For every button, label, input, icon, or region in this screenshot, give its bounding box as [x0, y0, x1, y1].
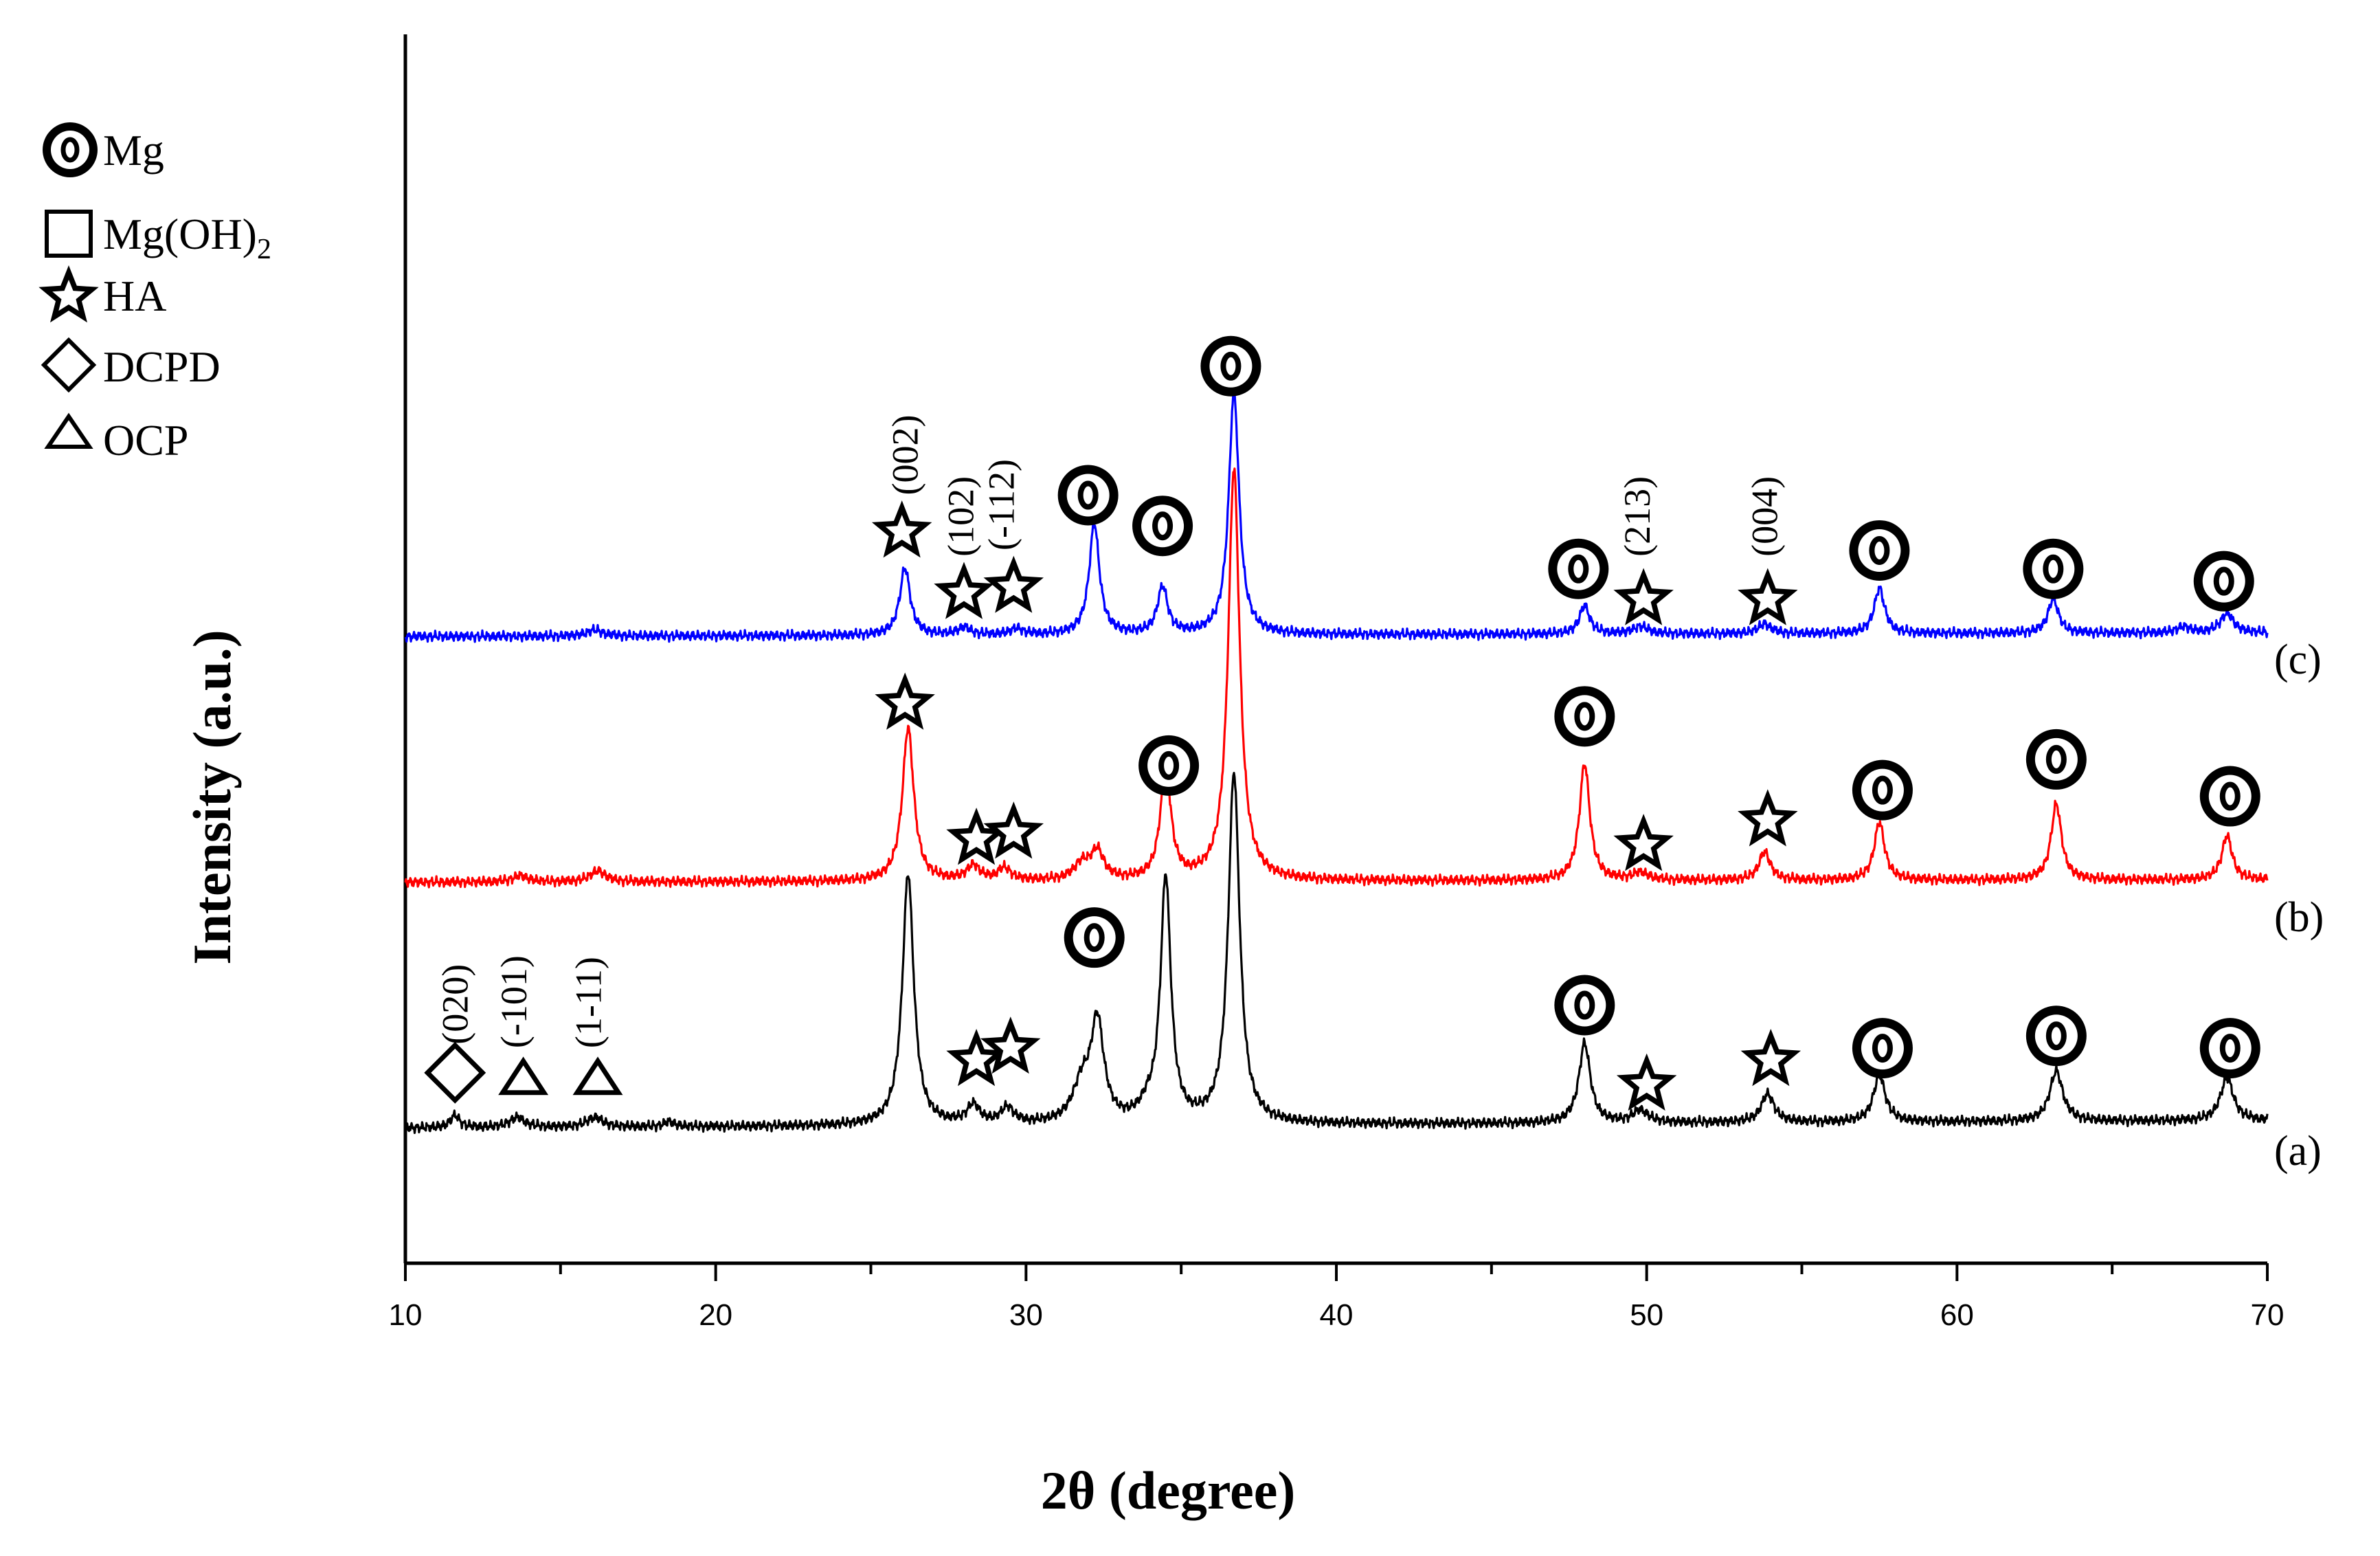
legend-entry-ha: HA	[38, 265, 166, 323]
legend-entry-dcpd: DCPD	[41, 337, 221, 393]
phase-marker-triangle-icon	[572, 1056, 623, 1096]
miller-index-label: (002)	[884, 415, 925, 496]
miller-index-label: (020)	[434, 964, 475, 1045]
phase-marker-star-icon	[1616, 1053, 1677, 1111]
legend-square-marker-icon	[45, 210, 93, 258]
phase-marker-mg-icon	[1852, 1018, 1913, 1079]
x-tick-label: 30	[1009, 1298, 1043, 1332]
series-line-c	[404, 387, 2269, 643]
legend-mg-marker-icon	[43, 122, 98, 177]
legend: Mg Mg(OH)2 HA DCPD OCP	[38, 122, 271, 465]
series-line-b	[404, 467, 2269, 889]
phase-marker-star-icon	[1740, 1029, 1801, 1087]
phase-marker-star-icon	[946, 1029, 1007, 1087]
series-label: (b)	[2274, 894, 2324, 941]
x-tick-label: 50	[1630, 1298, 1663, 1332]
series-label: (a)	[2274, 1128, 2322, 1175]
x-tick-label: 10	[389, 1298, 423, 1332]
phase-marker-star-icon	[871, 500, 932, 558]
x-tick-label: 70	[2251, 1298, 2284, 1332]
series-label: (c)	[2274, 636, 2322, 683]
phase-marker-mg-icon	[1849, 520, 1910, 581]
legend-label-mg-oh2-text: Mg(OH)2	[103, 210, 271, 265]
miller-index-label: (102)	[941, 476, 982, 557]
miller-index-label: (-101)	[493, 955, 535, 1048]
phase-marker-star-icon	[946, 808, 1007, 865]
phase-marker-star-icon	[1738, 789, 1798, 847]
phase-marker-mg-icon	[1548, 538, 1609, 599]
phase-marker-mg-icon	[2193, 551, 2254, 612]
phase-marker-star-icon	[983, 555, 1044, 613]
phase-marker-mg-icon	[1200, 335, 1261, 397]
y-axis-title: Intensity (a.u.)	[182, 630, 242, 965]
x-ticks: 10 20 30 40 50 60 70	[389, 1263, 2284, 1332]
phase-marker-star-icon	[1613, 568, 1674, 625]
legend-label-mg: Mg	[103, 126, 164, 175]
legend-label-dcpd: DCPD	[103, 342, 221, 391]
phase-marker-star-icon	[1738, 568, 1798, 625]
x-tick-label: 40	[1320, 1298, 1354, 1332]
miller-index-annotations: (020) (-101) (1-11) (002) (102)(-112) (213) (0…	[434, 415, 1785, 1049]
phase-marker-mg-icon	[1852, 759, 1913, 821]
phase-marker-star-icon	[983, 801, 1044, 859]
phase-marker-star-icon	[1613, 814, 1674, 871]
miller-index-label: (-112)	[980, 459, 1022, 551]
legend-label-mg-oh2: Mg(OH)	[103, 210, 257, 258]
phase-marker-star-icon	[980, 1016, 1041, 1074]
phase-marker-star-icon	[875, 672, 935, 730]
series-line-a	[404, 772, 2269, 1134]
miller-index-label: (213)	[1617, 476, 1658, 557]
phase-marker-star-icon	[934, 562, 994, 619]
x-axis-title: 2θ (degree)	[1041, 1460, 1296, 1520]
legend-diamond-marker-icon	[41, 337, 97, 393]
phase-marker-mg-icon	[1138, 735, 1200, 796]
miller-index-label: (1-11)	[568, 957, 609, 1048]
phase-marker-mg-icon	[1057, 465, 1119, 526]
phase-marker-mg-icon	[1132, 496, 1193, 557]
legend-entry-mg: Mg	[43, 122, 164, 177]
legend-entry-ocp: OCP	[44, 412, 189, 465]
phase-marker-mg-icon	[1554, 686, 1615, 747]
phase-marker-mg-icon	[2199, 766, 2260, 827]
legend-label-ocp: OCP	[103, 416, 189, 465]
legend-label-mg-oh2-subscript: 2	[257, 234, 271, 265]
x-tick-label: 20	[699, 1298, 732, 1332]
legend-entry-mg-oh2: Mg(OH)2	[45, 210, 271, 265]
legend-label-ha: HA	[103, 271, 166, 320]
phase-marker-mg-icon	[2199, 1018, 2260, 1079]
series-group	[404, 387, 2269, 1134]
legend-star-icon	[38, 265, 99, 323]
series-labels: (a) (b) (c)	[2274, 636, 2324, 1175]
phase-marker-mg-icon	[1064, 907, 1125, 968]
phase-marker-mg-icon	[1554, 975, 1615, 1036]
legend-triangle-marker-icon	[44, 412, 93, 449]
axes: 10 20 30 40 50 60 70	[389, 34, 2284, 1332]
phase-marker-mg-icon	[2025, 1005, 2087, 1067]
phase-marker-diamond-icon	[424, 1041, 486, 1104]
x-tick-label: 60	[1940, 1298, 1974, 1332]
legend-star-marker-icon	[38, 265, 99, 323]
phase-markers	[424, 335, 2260, 1111]
miller-index-label: (004)	[1744, 476, 1785, 557]
phase-marker-mg-icon	[2025, 729, 2087, 790]
phase-marker-triangle-icon	[498, 1056, 549, 1096]
phase-marker-mg-icon	[2023, 538, 2084, 599]
